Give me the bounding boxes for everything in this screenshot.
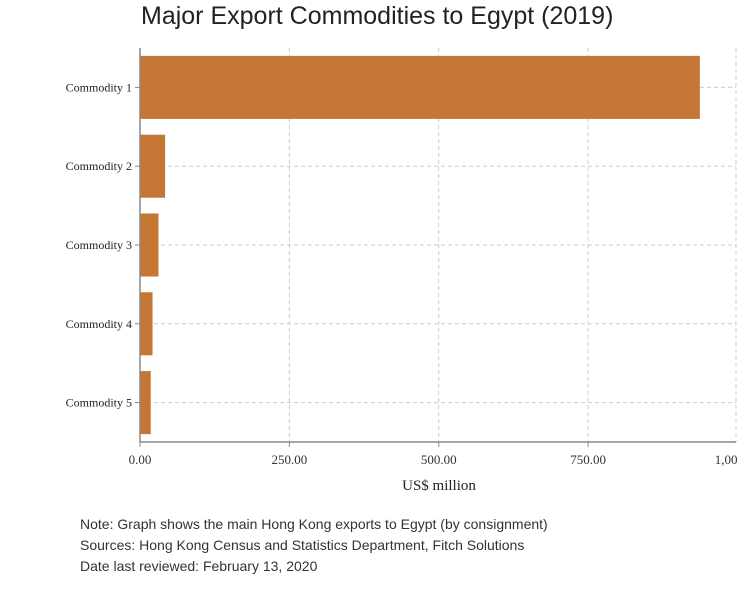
y-tick-label: Commodity 2: [66, 159, 132, 173]
bars: [140, 55, 700, 435]
axis-labels: 0.00 250.00 500.00 750.00 1,000.00 Commodity …: [66, 80, 737, 467]
note-text: Note: Graph shows the main Hong Kong exp…: [80, 516, 548, 532]
chart-notes: Note: Graph shows the main Hong Kong exp…: [80, 514, 548, 577]
y-tick-label: Commodity 4: [66, 317, 132, 331]
bar: [140, 292, 153, 356]
x-tick-label: 500.00: [421, 452, 457, 467]
x-tick-label: 750.00: [570, 452, 606, 467]
y-tick-label: Commodity 1: [66, 80, 132, 94]
bar: [140, 213, 159, 277]
x-tick-label: 0.00: [129, 452, 152, 467]
sources-text: Sources: Hong Kong Census and Statistics…: [80, 537, 525, 553]
y-tick-label: Commodity 3: [66, 238, 132, 252]
bar: [140, 371, 151, 435]
x-axis-label: US$ million: [402, 478, 476, 494]
date-reviewed-text: Date last reviewed: February 13, 2020: [80, 558, 318, 574]
y-tick-label: Commodity 5: [66, 396, 132, 410]
chart-title: Major Export Commodities to Egypt (2019): [141, 2, 614, 30]
bar: [140, 55, 700, 119]
axes: [135, 48, 736, 447]
bar-chart: 0.00 250.00 500.00 750.00 1,000.00 Commodity …: [66, 48, 737, 494]
bar: [140, 134, 166, 198]
x-tick-label: 1,000.00: [715, 452, 737, 467]
x-tick-label: 250.00: [272, 452, 308, 467]
